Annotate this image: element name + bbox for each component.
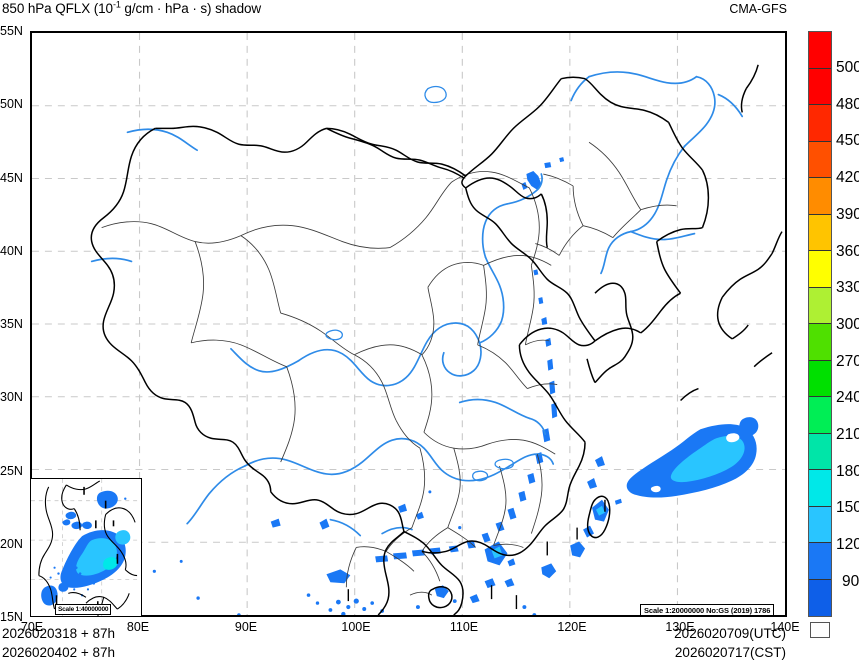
colorbar-segment <box>809 324 831 361</box>
colorbar-segment <box>809 506 831 543</box>
footer-valid-utc: 2026020709(UTC) <box>674 626 786 641</box>
colorbar-label-270: 270 <box>836 353 859 370</box>
model-label: CMA-GFS <box>729 2 787 16</box>
colorbar-label-480: 480 <box>836 96 859 113</box>
rivers <box>90 71 744 537</box>
colorbar-label-210: 210 <box>836 426 859 443</box>
colorbar-label-150: 150 <box>836 499 859 516</box>
page-title-rest: g/cm · hPa · s) shadow <box>120 1 262 16</box>
colorbar-segment <box>809 579 831 616</box>
colorbar-label-180: 180 <box>836 463 859 480</box>
x-axis-label-70e: 70E <box>20 620 44 634</box>
y-axis-label-55n: 55N <box>0 24 23 38</box>
island-markers <box>347 499 606 610</box>
inset-map[interactable]: Scale 1:40000000 <box>30 478 142 617</box>
footer-valid-cst: 2026020717(CST) <box>674 645 786 660</box>
footer-init-utc: 2026020318 + 87h <box>2 626 115 641</box>
colorbar-label-500: 500 <box>836 59 859 76</box>
colorbar-label-330: 330 <box>836 279 859 296</box>
colorbar-label-390: 390 <box>836 206 859 223</box>
colorbar-segment <box>809 470 831 507</box>
colorbar[interactable] <box>808 31 832 617</box>
x-axis-label-110e: 110E <box>449 620 479 634</box>
colorbar-segment <box>809 360 831 397</box>
x-axis-label-130e: 130E <box>665 620 695 634</box>
y-axis-label-45n: 45N <box>0 171 23 185</box>
page-title-main: 850 hPa QFLX (10 <box>2 1 113 16</box>
colorbar-footer-box <box>810 622 830 638</box>
map-plot-area[interactable]: Scale 1:20000000 No:GS (2019) 1786 <box>30 31 787 617</box>
x-axis-label-120e: 120E <box>557 620 587 634</box>
inset-map-canvas <box>31 479 141 616</box>
y-axis-label-35n: 35N <box>0 317 23 331</box>
x-axis-label-80e: 80E <box>126 620 150 634</box>
map-canvas <box>32 33 785 615</box>
colorbar-label-300: 300 <box>836 316 859 333</box>
graticule <box>32 33 785 615</box>
colorbar-segment <box>809 32 831 69</box>
colorbar-segment <box>809 178 831 215</box>
colorbar-label-360: 360 <box>836 243 859 260</box>
y-axis-label-25n: 25N <box>0 464 23 478</box>
page-title-exponent: -1 <box>112 0 121 10</box>
y-axis-label-15n: 15N <box>0 610 23 624</box>
inset-scale-label: Scale 1:40000000 <box>55 604 112 615</box>
taiwan-outline <box>587 495 611 539</box>
colorbar-segment <box>809 433 831 470</box>
colorbar-label-450: 450 <box>836 132 859 149</box>
national-boundary <box>90 64 783 615</box>
colorbar-label-90: 90 <box>842 573 859 590</box>
colorbar-label-420: 420 <box>836 169 859 186</box>
colorbar-segment <box>809 141 831 178</box>
footer-init-cst: 2026020402 + 87h <box>2 645 115 660</box>
y-axis-label-20n: 20N <box>0 537 23 551</box>
qflx-shading <box>131 157 759 615</box>
x-axis-label-140e: 140E <box>770 620 800 634</box>
lakes <box>325 85 515 482</box>
colorbar-segment <box>809 214 831 251</box>
x-axis-label-100e: 100E <box>341 620 371 634</box>
colorbar-segment <box>809 287 831 324</box>
map-scale-label: Scale 1:20000000 No:GS (2019) 1786 <box>640 604 775 615</box>
x-axis-label-90e: 90E <box>234 620 258 634</box>
colorbar-segment <box>809 543 831 580</box>
y-axis-label-50n: 50N <box>0 97 23 111</box>
y-axis-label-30n: 30N <box>0 390 23 404</box>
colorbar-label-120: 120 <box>836 536 859 553</box>
colorbar-segment <box>809 251 831 288</box>
colorbar-segment <box>809 105 831 142</box>
colorbar-label-240: 240 <box>836 389 859 406</box>
page-title: 850 hPa QFLX (10-1 g/cm · hPa · s) shado… <box>2 0 262 16</box>
y-axis-label-40n: 40N <box>0 244 23 258</box>
colorbar-segment <box>809 68 831 105</box>
colorbar-segment <box>809 397 831 434</box>
